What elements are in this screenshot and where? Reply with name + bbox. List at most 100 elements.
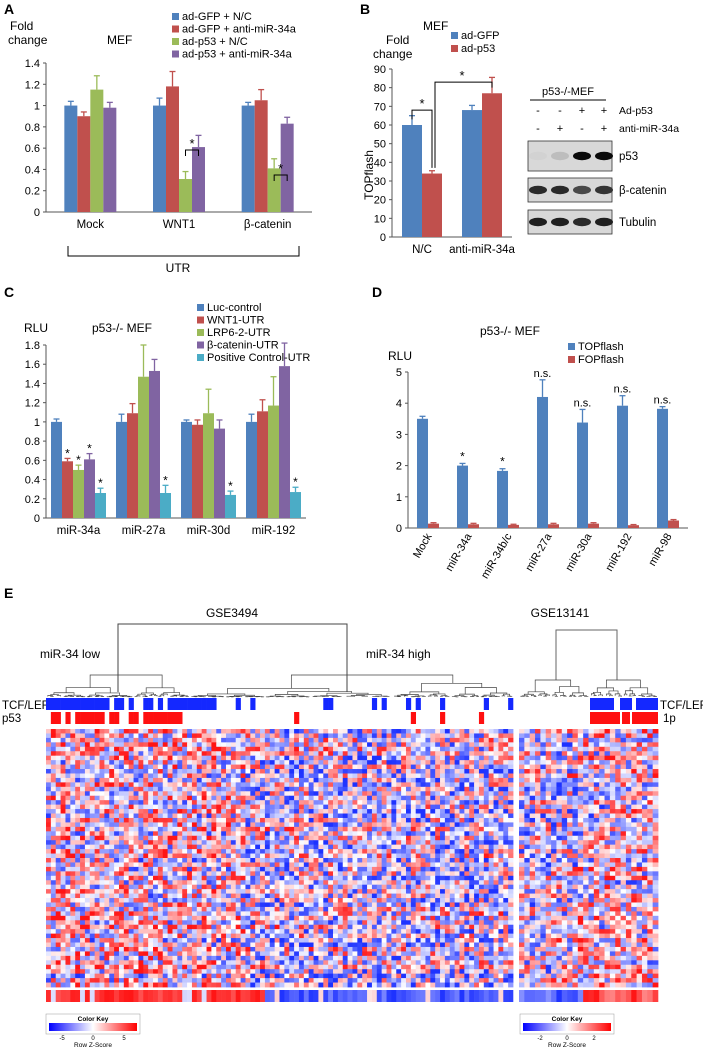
heatmap-cell [138, 898, 144, 903]
heatmap-cell [182, 729, 188, 734]
p53-mark [50, 712, 57, 724]
heatmap-cell [420, 924, 426, 930]
heatmap-cell [60, 791, 66, 797]
heatmap-cell [376, 853, 383, 859]
heatmap-cell [454, 853, 460, 859]
heatmap-cell [65, 822, 71, 828]
heatmap-cell [157, 840, 164, 846]
heatmap-cell [114, 782, 120, 788]
heatmap-cell [401, 862, 407, 868]
heatmap-cell [55, 729, 61, 734]
heatmap-cell [264, 893, 271, 899]
heatmap-cell [386, 898, 392, 903]
heatmap-cell [55, 920, 61, 926]
heatmap-cell [211, 924, 217, 930]
heatmap-cell [153, 813, 159, 819]
legend-label: ad-GFP [461, 30, 500, 42]
heatmap-cell [133, 840, 139, 846]
heatmap-cell [245, 755, 251, 761]
heatmap-cell [138, 746, 144, 752]
heatmap-cell [308, 924, 314, 930]
heatmap-cell [274, 777, 280, 783]
heatmap-cell [415, 893, 421, 899]
heatmap-cell [279, 902, 285, 908]
heatmap-cell [75, 844, 81, 850]
heatmap-cell [449, 858, 456, 863]
heatmap-cell [371, 800, 378, 806]
heatmap-cell [148, 871, 154, 877]
heatmap-cell [410, 760, 417, 765]
heatmap-cell [333, 760, 339, 765]
heatmap-cell [240, 773, 246, 779]
heatmap-cell [493, 742, 499, 748]
heatmap-cell [94, 866, 100, 872]
significance-star: * [228, 479, 233, 493]
heatmap-cell [70, 791, 76, 797]
heatmap-cell [474, 875, 480, 881]
heatmap-cell [401, 840, 407, 846]
dendrogram-branch [554, 691, 564, 696]
heatmap-cell [371, 840, 378, 846]
heatmap-cell [250, 817, 256, 823]
heatmap-cell [362, 880, 368, 886]
heatmap-cell [469, 831, 475, 837]
blot-sign: - [536, 123, 540, 135]
dendrogram-branch [95, 692, 120, 696]
heatmap-cell [284, 902, 290, 908]
heatmap-cell [94, 817, 100, 823]
heatmap-cell [245, 871, 251, 877]
heatmap-cell [182, 884, 188, 890]
heatmap-cell [352, 786, 358, 792]
heatmap-cell [401, 786, 407, 792]
heatmap-cell [225, 826, 232, 832]
heatmap-cell [440, 835, 446, 841]
heatmap-cell [46, 813, 52, 819]
heatmap-cell [221, 800, 227, 806]
heatmap-cell [298, 795, 305, 801]
heatmap-cell [337, 862, 344, 868]
heatmap-cell [420, 898, 426, 903]
heatmap-cell [123, 782, 130, 788]
heatmap-cell [133, 737, 139, 743]
heatmap-cell [435, 880, 441, 886]
heatmap-cell [371, 826, 378, 832]
heatmap-cell [114, 751, 120, 757]
heatmap-cell [55, 786, 61, 792]
heatmap-cell [308, 915, 314, 921]
heatmap-cell [196, 777, 203, 783]
y-tick-label: 0.2 [25, 494, 40, 506]
heatmap-cell [508, 866, 514, 872]
heatmap-cell [118, 773, 125, 779]
heatmap-cell [70, 786, 76, 792]
heatmap-cell [245, 920, 251, 926]
heatmap-cell [84, 800, 91, 806]
heatmap-cell [75, 769, 81, 774]
heatmap-cell [250, 777, 256, 783]
heatmap-cell [464, 840, 470, 846]
heatmap-cell [308, 898, 314, 903]
heatmap-cell [172, 737, 178, 743]
y-tick-label: 0.8 [25, 436, 40, 448]
bar [508, 524, 519, 528]
heatmap-cell [172, 889, 178, 894]
heatmap-cell [260, 733, 266, 739]
heatmap-cell [191, 746, 198, 752]
heatmap-cell [371, 875, 378, 881]
heatmap-cell [401, 764, 407, 770]
heatmap-cell [435, 920, 441, 926]
heatmap-cell [381, 729, 387, 734]
heatmap-cell [420, 786, 426, 792]
p53-mark [172, 712, 178, 724]
heatmap-cell [255, 742, 261, 748]
heatmap-cell [196, 862, 203, 868]
heatmap-cell [420, 746, 426, 752]
heatmap-cell [250, 866, 256, 872]
dendrogram-branch [47, 695, 53, 697]
heatmap-cell [367, 773, 373, 779]
heatmap-cell [260, 760, 266, 765]
bar [290, 492, 301, 518]
heatmap-cell [264, 884, 271, 890]
heatmap-cell [289, 871, 295, 877]
heatmap-cell [201, 773, 207, 779]
heatmap-cell [493, 835, 499, 841]
